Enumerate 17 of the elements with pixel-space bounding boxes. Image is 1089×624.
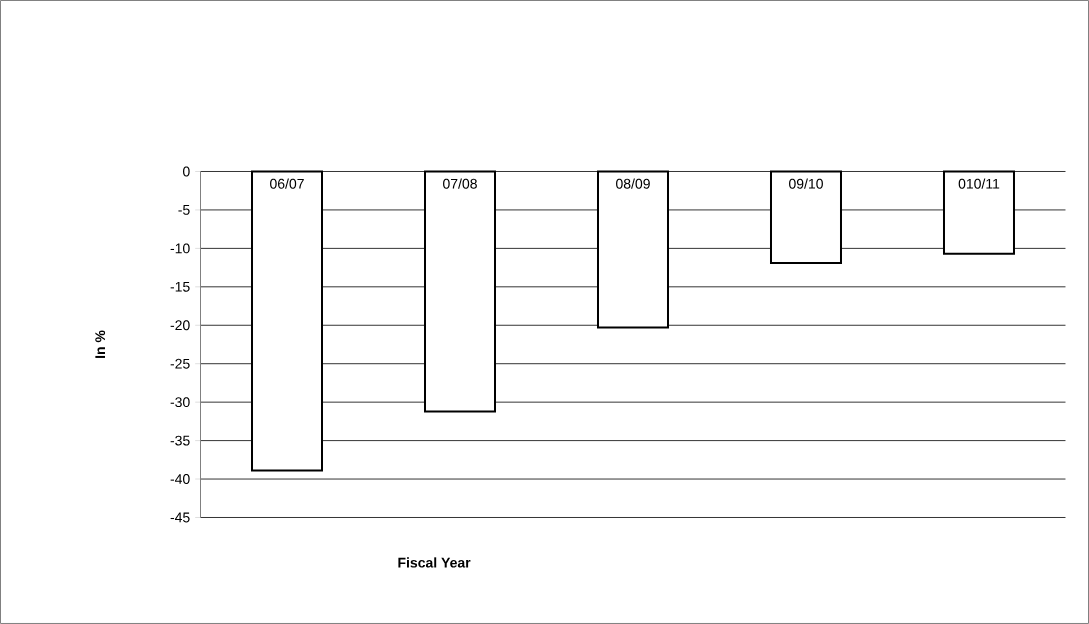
y-tick-label: -35 xyxy=(170,435,190,446)
x-tick-label: 06/07 xyxy=(270,178,304,189)
x-tick-label: 010/11 xyxy=(958,178,1000,189)
x-axis-title: Fiscal Year xyxy=(398,557,471,568)
y-tick-label: -45 xyxy=(170,512,190,523)
y-tick-label: -10 xyxy=(170,243,190,254)
y-tick-label: -5 xyxy=(178,205,190,215)
y-tick-label: -25 xyxy=(170,358,190,369)
y-tick-label: -40 xyxy=(170,474,190,485)
y-tick-label: -20 xyxy=(170,320,190,331)
x-tick-label: 08/09 xyxy=(616,178,650,189)
y-tick-label: -15 xyxy=(170,281,190,292)
x-tick-label: 09/10 xyxy=(789,178,823,189)
y-tick-label: 0 xyxy=(183,166,190,177)
x-tick-label: 07/08 xyxy=(443,178,477,189)
y-tick-label: -30 xyxy=(170,397,190,408)
y-axis-title: In % xyxy=(95,330,106,358)
